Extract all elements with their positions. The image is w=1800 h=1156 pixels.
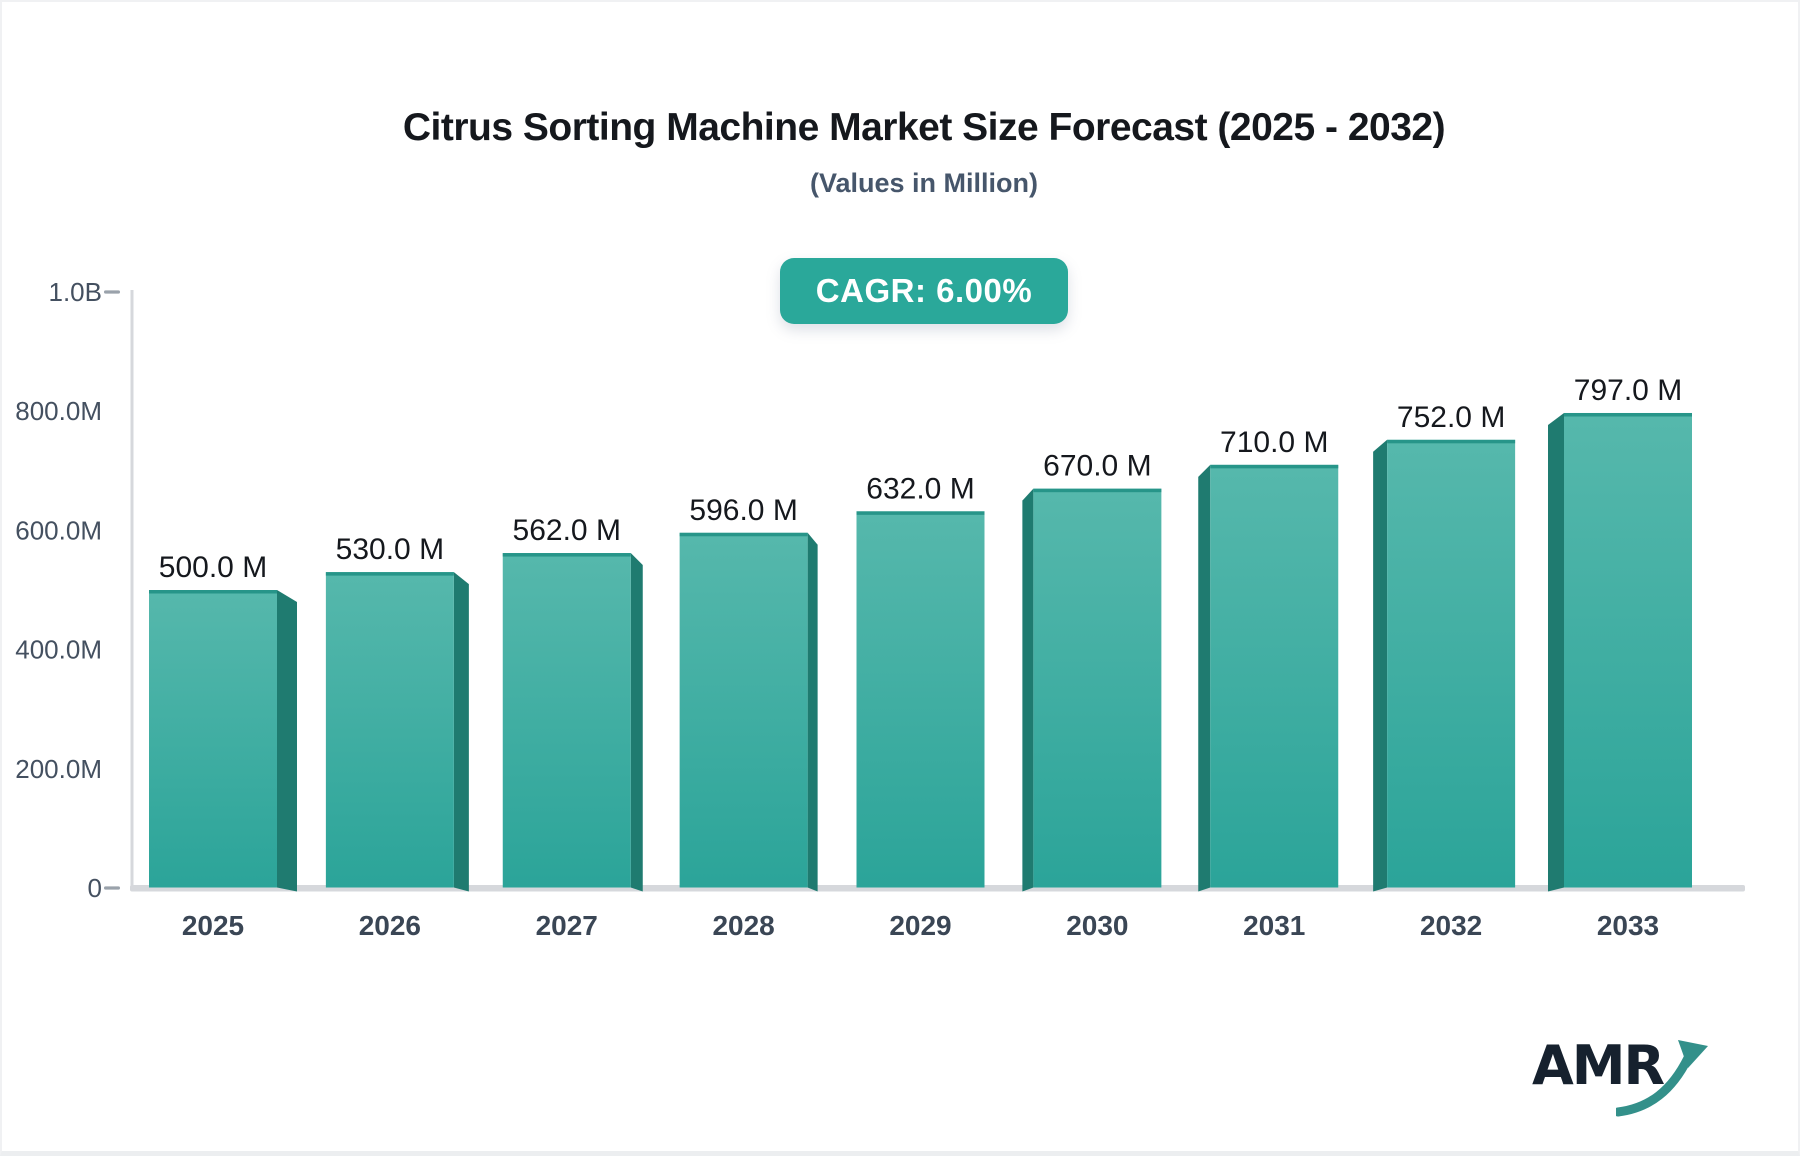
bar-top-edge [325,572,454,576]
bar-top-edge [502,553,631,557]
x-axis-label: 2030 [1066,910,1128,941]
y-tick-label: 0 [88,873,102,903]
y-tick-label: 1.0B [49,277,103,307]
bar-front-face [1564,412,1692,888]
bar-group [856,511,985,888]
bar-front-face [502,553,631,888]
bar-value-label: 500.0 M [159,551,267,584]
y-axis-line [130,290,134,890]
bar-side-face [1198,464,1211,892]
bar-group [1198,464,1339,892]
x-axis-label: 2032 [1420,910,1482,941]
bar-value-label: 710.0 M [1220,426,1328,459]
y-tick-dash [104,290,120,294]
bar-top-edge [149,590,277,594]
bar-top-edge [856,511,985,515]
bar-top-edge [1564,412,1692,417]
bar-side-face [807,532,818,892]
y-tick-dash [104,886,120,890]
bar-value-label: 596.0 M [689,494,797,527]
cagr-badge: CAGR: 6.00% [779,258,1069,324]
y-tick-label: 800.0M [15,396,102,426]
y-tick-label: 600.0M [15,515,102,545]
x-axis-label: 2031 [1243,910,1305,941]
bar-group [1548,412,1692,892]
bar-front-face [325,572,454,888]
bar-side-face [277,590,297,892]
bar-group [1373,439,1516,892]
growth-arrow-icon [1616,1040,1708,1117]
x-axis-label: 2026 [359,910,421,941]
bar-top-edge [1033,488,1162,493]
bar-side-face [630,553,643,892]
bar-side-face [453,572,469,892]
bar-top-edge [1210,464,1339,469]
bar-side-face [1373,439,1388,892]
chart-title: Citrus Sorting Machine Market Size Forec… [402,106,1446,149]
bar-side-face [1022,488,1034,892]
bar-group [149,590,297,892]
bar-front-face [1210,464,1339,888]
x-axis-label: 2028 [712,910,774,941]
x-axis-label: 2025 [182,910,244,941]
bar-side-face [1548,412,1564,892]
bar-front-face [1387,439,1516,888]
bar-front-face [149,590,277,888]
bar-top-edge [1387,439,1516,444]
bar-front-face [856,511,985,888]
bar-group [502,553,643,892]
bar-value-label: 530.0 M [336,533,444,566]
chart-subtitle: (Values in Million) [809,168,1039,198]
bar-group [679,532,818,892]
bar-value-label: 670.0 M [1043,450,1151,483]
cagr-badge-row: CAGR: 6.00% [24,258,1798,324]
y-tick-label: 200.0M [15,754,102,784]
bar-group [325,572,469,892]
amr-logo-text: AMR [1532,1034,1665,1097]
y-tick-label: 400.0M [15,635,102,665]
x-axis-label: 2033 [1597,910,1659,941]
bar-front-face [1033,488,1162,888]
bar-value-label: 632.0 M [866,472,974,505]
bar-group [1022,488,1162,892]
x-axis-label: 2029 [889,910,951,941]
bar-top-edge [679,532,808,537]
bar-front-face [679,532,808,888]
amr-logo: AMR [1524,1024,1714,1124]
bar-value-label: 562.0 M [513,514,621,547]
bar-value-label: 752.0 M [1397,401,1505,434]
x-axis-label: 2027 [536,910,598,941]
bar-value-label: 797.0 M [1574,374,1682,407]
